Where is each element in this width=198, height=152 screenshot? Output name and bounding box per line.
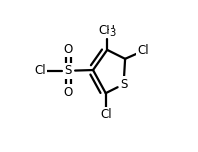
Text: S: S	[120, 78, 127, 91]
Text: Cl: Cl	[34, 64, 46, 77]
Text: O: O	[64, 86, 73, 99]
Text: O: O	[64, 43, 73, 56]
Text: 3: 3	[109, 28, 115, 38]
Text: CH: CH	[99, 24, 116, 37]
Text: Cl: Cl	[137, 44, 149, 57]
Text: S: S	[65, 64, 72, 77]
Text: Cl: Cl	[100, 108, 111, 121]
